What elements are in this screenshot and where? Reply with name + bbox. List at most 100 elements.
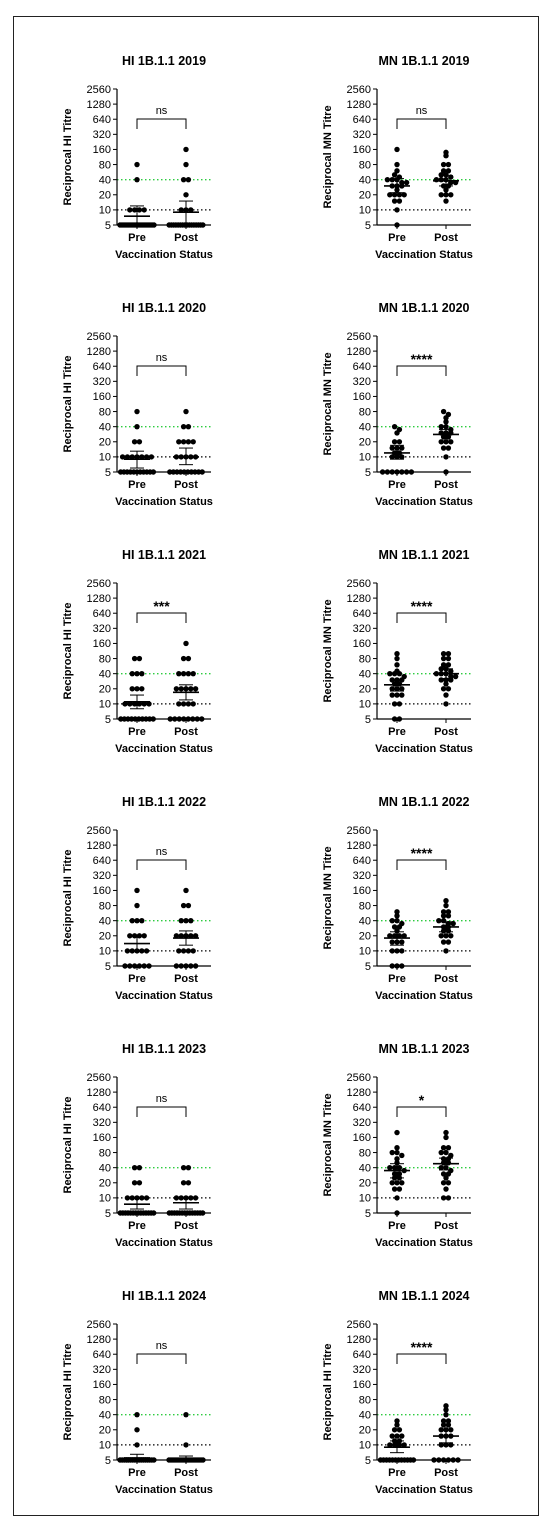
data-point — [151, 222, 157, 228]
x-category-label: Post — [434, 973, 458, 985]
data-point — [151, 1457, 157, 1463]
data-point — [391, 681, 398, 687]
data-point — [445, 1195, 452, 1201]
y-tick-label: 1280 — [87, 840, 111, 852]
x-category-label: Post — [174, 1220, 198, 1232]
data-point — [440, 913, 447, 919]
data-point — [391, 1442, 398, 1448]
data-point — [440, 1422, 447, 1428]
data-point — [445, 1457, 452, 1463]
data-point — [440, 1418, 447, 1424]
data-point — [394, 469, 400, 475]
data-point — [151, 1210, 157, 1216]
x-axis-label: Vaccination Status — [375, 496, 473, 508]
data-point — [440, 168, 447, 174]
y-tick-label: 10 — [99, 452, 111, 464]
data-point — [389, 454, 395, 460]
data-point — [443, 701, 449, 707]
data-point — [379, 469, 386, 475]
data-point — [445, 1144, 452, 1151]
data-point — [443, 692, 449, 698]
data-point — [443, 187, 449, 193]
data-point — [443, 423, 449, 430]
chart-panel: MN 1B.1.1 2020 2560 1280 640 320 160 80 40 20 10 5… — [289, 278, 539, 518]
y-tick-label: 20 — [99, 684, 111, 696]
data-point — [448, 668, 454, 674]
data-point — [396, 1427, 403, 1433]
data-point — [443, 198, 449, 204]
x-category-label: Pre — [388, 232, 406, 244]
data-point — [443, 469, 449, 475]
data-point — [399, 692, 405, 698]
data-point — [396, 681, 403, 687]
data-point — [440, 939, 447, 945]
x-category-label: Pre — [128, 1467, 146, 1479]
y-tick-label: 80 — [99, 406, 111, 418]
data-point — [445, 1418, 452, 1424]
data-point — [440, 434, 447, 440]
data-point — [431, 1457, 437, 1463]
chart-svg: HI 1B.1.1 2023 2560 1280 640 320 160 80 40 20 10 5… — [62, 1042, 213, 1249]
y-tick-label: 80 — [99, 1147, 111, 1159]
data-point — [394, 430, 400, 436]
data-point — [445, 161, 452, 168]
data-point — [185, 902, 192, 909]
y-tick-label: 5 — [365, 1208, 371, 1220]
data-point — [445, 928, 452, 934]
y-tick-label: 1280 — [87, 346, 111, 358]
data-point — [443, 1129, 449, 1136]
data-point — [445, 1422, 452, 1428]
chart-title: MN 1B.1.1 2023 — [378, 1042, 469, 1056]
y-tick-label: 160 — [353, 885, 371, 897]
y-tick-label: 80 — [99, 900, 111, 912]
data-point — [129, 454, 135, 460]
data-point — [440, 909, 447, 915]
data-point — [394, 1156, 400, 1162]
y-axis-label: Reciprocal HI Titre — [62, 356, 74, 453]
data-point — [440, 1160, 447, 1166]
data-point — [448, 933, 454, 939]
y-tick-label: 2560 — [87, 1072, 111, 1084]
data-point — [443, 681, 449, 687]
x-category-label: Pre — [388, 973, 406, 985]
data-point — [394, 662, 400, 668]
chart-title: HI 1B.1.1 2019 — [122, 54, 206, 68]
data-point — [440, 655, 447, 662]
significance-bracket — [396, 365, 447, 376]
y-tick-label: 640 — [93, 1102, 111, 1114]
y-axis-label: Reciprocal HI Titre — [322, 1344, 334, 1441]
data-point — [181, 716, 187, 722]
y-tick-label: 40 — [99, 421, 111, 433]
data-point — [391, 1427, 398, 1433]
data-point — [396, 924, 403, 930]
data-point — [180, 176, 187, 183]
data-point — [445, 913, 452, 919]
y-tick-label: 40 — [99, 1162, 111, 1174]
data-point — [443, 153, 449, 159]
data-point — [143, 948, 150, 954]
significance-bracket — [396, 1353, 447, 1364]
data-point — [399, 963, 405, 969]
data-point — [436, 917, 442, 924]
data-point — [394, 655, 400, 662]
data-point — [391, 1171, 398, 1177]
data-point — [401, 192, 407, 198]
data-point — [399, 1433, 405, 1439]
data-point — [143, 1195, 150, 1201]
data-point — [129, 670, 135, 677]
data-point — [188, 933, 194, 939]
y-axis-label: Reciprocal MN Titre — [322, 599, 334, 702]
y-tick-label: 160 — [93, 638, 111, 650]
data-point — [136, 1164, 143, 1171]
x-category-label: Post — [174, 232, 198, 244]
y-tick-label: 640 — [353, 608, 371, 620]
data-point — [176, 716, 182, 722]
data-point — [192, 963, 199, 969]
y-tick-label: 80 — [359, 653, 371, 665]
data-point — [141, 933, 147, 939]
significance-bracket — [136, 859, 187, 870]
x-category-label: Pre — [388, 726, 406, 738]
data-point — [440, 650, 447, 657]
data-point — [440, 1195, 447, 1201]
data-point — [134, 670, 140, 677]
